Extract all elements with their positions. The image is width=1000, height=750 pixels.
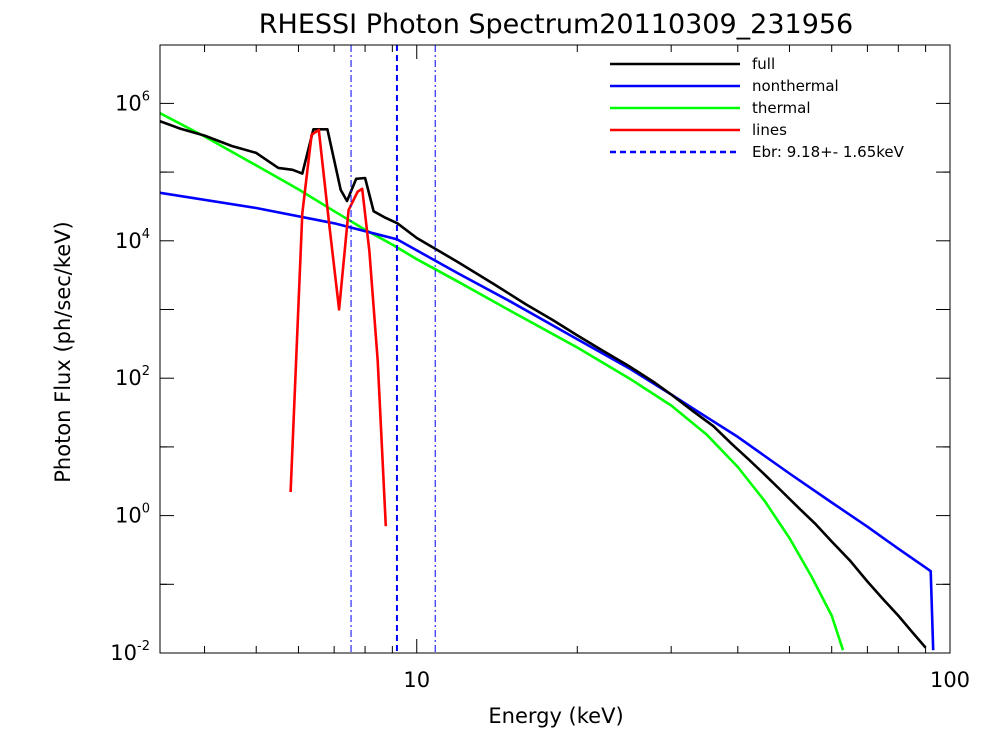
chart-title: RHESSI Photon Spectrum20110309_231956 <box>259 9 854 40</box>
y-axis-label: Photon Flux (ph/sec/keV) <box>51 221 75 483</box>
series-lines-line <box>289 128 388 527</box>
y-tick-label: 106 <box>115 89 150 115</box>
x-axis-label: Energy (keV) <box>488 704 623 728</box>
legend-label-2: thermal <box>752 99 811 117</box>
y-tick-label: 10-2 <box>110 639 150 665</box>
x-tick-label: 100 <box>930 668 970 692</box>
series-full-line <box>160 119 927 649</box>
x-tick-label: 10 <box>403 668 430 692</box>
legend-label-1: nonthermal <box>752 77 839 95</box>
legend-label-3: lines <box>752 121 787 139</box>
y-tick-label: 102 <box>115 364 150 390</box>
legend-label-0: full <box>752 55 775 73</box>
tick-label-layer: 10 100 10-2 100 102 104 106 <box>110 89 970 692</box>
legend: full nonthermal thermal lines Ebr: 9.18+- 1.… <box>610 55 905 161</box>
series-nonthermal-line <box>160 191 935 651</box>
plot-frame <box>159 44 951 654</box>
y-tick-label: 100 <box>115 502 150 528</box>
y-tick-label: 104 <box>115 227 150 253</box>
legend-label-4: Ebr: 9.18+- 1.65keV <box>752 143 905 161</box>
series-layer <box>160 112 935 651</box>
tick-layer <box>160 45 951 654</box>
marker-layer <box>350 45 436 653</box>
